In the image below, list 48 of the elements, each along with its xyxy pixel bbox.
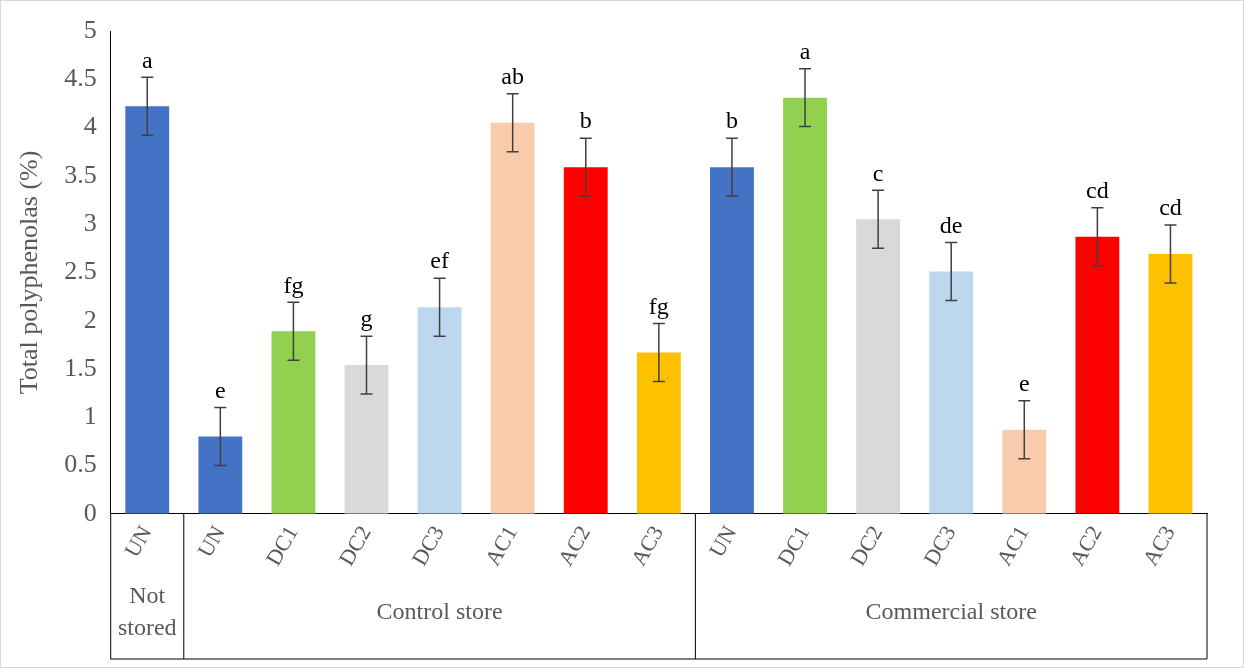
bar: [636, 352, 681, 514]
data-label: a: [141, 46, 153, 73]
x-tick-label: UN: [192, 521, 230, 562]
y-tick-label: 0.5: [64, 449, 97, 479]
x-tick-label: UN: [703, 521, 742, 562]
data-label: e: [215, 376, 226, 403]
text: Control store: [376, 598, 503, 625]
data-label: ab: [501, 63, 524, 90]
y-tick-label: 4: [83, 111, 97, 141]
bar: [563, 167, 608, 514]
data-label: ef: [430, 247, 449, 274]
y-axis-title: Total polyphenolas (%): [14, 150, 44, 395]
data-label: c: [872, 159, 884, 186]
bar: [125, 106, 170, 514]
y-tick-label: 0: [83, 497, 97, 527]
bar: [856, 219, 901, 514]
x-tick-label: UN: [119, 521, 157, 562]
bar: [271, 331, 316, 514]
text: Commercial store: [865, 598, 1037, 625]
y-tick-label: 2.5: [64, 256, 97, 286]
y-tick-label: 1.5: [64, 352, 97, 382]
y-tick-label: 3: [83, 207, 97, 237]
data-label: fg: [648, 292, 669, 319]
bar: [490, 122, 535, 514]
data-label: b: [579, 107, 592, 134]
data-label: b: [725, 107, 738, 134]
bar: [929, 271, 974, 514]
y-tick-label: 3.5: [64, 159, 97, 189]
data-label: g: [360, 305, 373, 332]
y-tick-label: 1: [83, 401, 97, 431]
data-label: a: [799, 37, 811, 64]
bar: [344, 365, 389, 514]
bar: [1002, 429, 1047, 514]
data-label: cd: [1086, 177, 1109, 203]
bar: [783, 97, 827, 514]
bar: [710, 167, 754, 514]
y-tick-label: 5: [83, 14, 97, 44]
data-label: e: [1018, 370, 1030, 397]
y-tick-label: 4.5: [64, 63, 97, 93]
bar: [1148, 254, 1193, 514]
bar: [1075, 236, 1120, 514]
data-label: fg: [283, 271, 304, 298]
bar: [198, 436, 243, 514]
y-tick-label: 2: [83, 304, 97, 334]
data-label: cd: [1159, 194, 1182, 221]
text: Not stored: [117, 582, 177, 641]
bar: [417, 307, 462, 514]
data-label: de: [939, 211, 963, 238]
